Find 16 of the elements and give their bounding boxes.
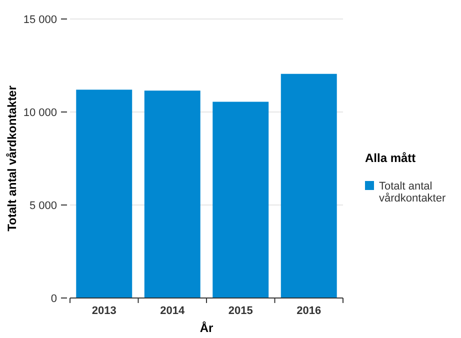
bar (76, 90, 132, 298)
y-tick-label: 5 000 (29, 200, 57, 212)
x-tick-label: 2014 (160, 305, 186, 317)
bar (212, 102, 269, 298)
y-tick-label: 0 (50, 292, 57, 305)
y-tick-label: 15 000 (23, 14, 57, 26)
y-tick-label: 10 000 (23, 106, 57, 119)
bar (144, 90, 200, 298)
x-tick-label: 2015 (228, 305, 253, 317)
x-tick-label: 2016 (296, 305, 322, 317)
bar (280, 74, 337, 298)
y-axis-title: Totalt antal vårdkontakter (5, 85, 19, 232)
legend-label: Totalt antal vårdkontakter (379, 180, 446, 204)
x-tick-label: 2013 (92, 305, 116, 317)
legend-title: Alla mått (365, 151, 416, 165)
x-axis-title: År (200, 321, 214, 335)
